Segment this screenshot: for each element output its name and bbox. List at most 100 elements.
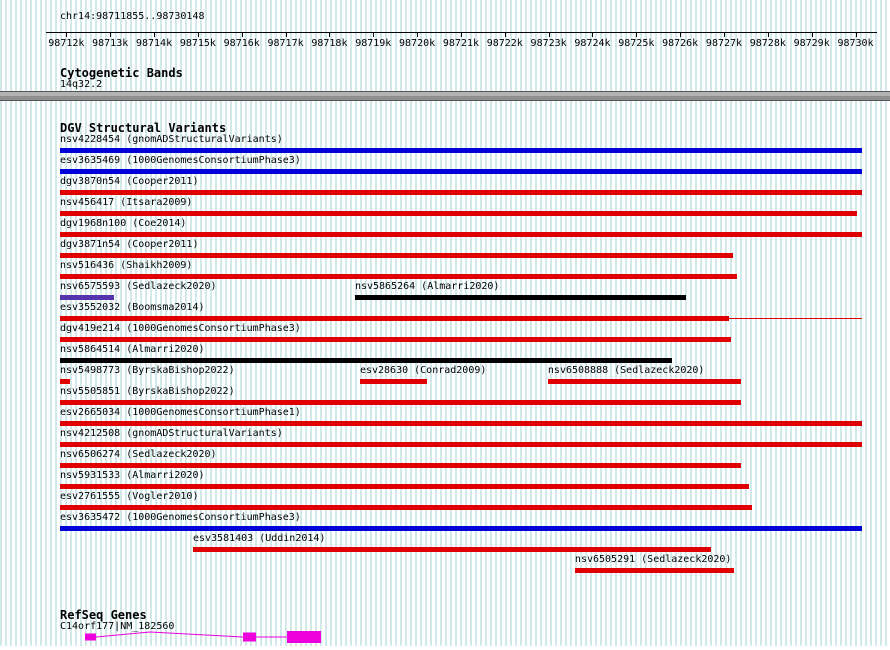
cytoband-name: 14q32.2 xyxy=(60,79,103,90)
ruler-tick-label: 98712k xyxy=(48,38,85,49)
variant-label[interactable]: nsv4212508 (gnomADStructuralVariants) xyxy=(60,428,283,439)
variant-bar[interactable] xyxy=(359,379,427,384)
variant-label[interactable]: nsv6575593 (Sedlazeck2020) xyxy=(60,281,217,292)
variant-bar[interactable] xyxy=(60,463,741,468)
variant-bar[interactable] xyxy=(60,232,862,237)
ruler-tick-label: 98713k xyxy=(92,38,129,49)
variant-bar[interactable] xyxy=(60,148,862,153)
ruler-tick xyxy=(855,33,857,37)
ruler-tick xyxy=(110,33,112,37)
ruler-axis-line xyxy=(46,32,877,33)
variant-bar[interactable] xyxy=(60,190,862,195)
ruler-tick-label: 98725k xyxy=(618,38,655,49)
gene-structure[interactable] xyxy=(0,628,890,650)
ruler-tick-label: 98719k xyxy=(355,38,392,49)
variant-bar[interactable] xyxy=(60,316,729,321)
ruler-tick-label: 98727k xyxy=(705,38,743,49)
ruler-tick-label: 98716k xyxy=(223,38,260,49)
variant-bar[interactable] xyxy=(547,379,741,384)
variant-label[interactable]: dgv419e214 (1000GenomesConsortiumPhase3) xyxy=(60,323,301,334)
ruler-tick-label: 98717k xyxy=(267,38,304,49)
ruler-tick-label: 98720k xyxy=(399,38,436,49)
variant-label[interactable]: esv3635469 (1000GenomesConsortiumPhase3) xyxy=(60,155,301,166)
variant-bar[interactable] xyxy=(60,400,741,405)
gene-exon[interactable] xyxy=(84,633,96,641)
ruler-tick-label: 98724k xyxy=(574,38,611,49)
variant-label[interactable]: esv2761555 (Vogler2010) xyxy=(60,491,199,502)
variant-extension-line xyxy=(728,318,862,319)
ruler-tick-label: 98718k xyxy=(311,38,348,49)
variant-bar[interactable] xyxy=(60,211,857,216)
ruler-tick xyxy=(66,33,68,37)
variant-bar[interactable] xyxy=(60,253,733,258)
region-coordinates: chr14:98711855..98730148 xyxy=(60,11,205,22)
variant-label[interactable]: esv3581403 (Uddin2014) xyxy=(192,533,326,544)
variant-label[interactable]: nsv516436 (Shaikh2009) xyxy=(60,260,193,271)
variant-bar[interactable] xyxy=(60,169,862,174)
gene-intron-line xyxy=(95,631,244,638)
ruler-tick-label: 98714k xyxy=(135,38,173,49)
variant-bar[interactable] xyxy=(60,484,749,489)
variant-label[interactable]: nsv5864514 (Almarri2020) xyxy=(60,344,205,355)
variant-bar[interactable] xyxy=(60,379,70,384)
ruler-tick xyxy=(680,33,682,37)
ruler-tick xyxy=(460,33,462,37)
variant-label[interactable]: nsv4228454 (gnomADStructuralVariants) xyxy=(60,134,283,145)
variant-label[interactable]: esv3552032 (Boomsma2014) xyxy=(60,302,205,313)
variant-label[interactable]: esv28630 (Conrad2009) xyxy=(359,365,487,376)
ruler-tick xyxy=(767,33,769,37)
ruler-tick xyxy=(417,33,419,37)
ruler-tick xyxy=(636,33,638,37)
variant-label[interactable]: nsv456417 (Itsara2009) xyxy=(60,197,193,208)
ruler-tick xyxy=(373,33,375,37)
ruler-tick xyxy=(197,33,199,37)
ruler-tick-label: 98721k xyxy=(442,38,479,49)
variant-bar[interactable] xyxy=(60,337,731,342)
ruler-tick xyxy=(154,33,156,37)
variant-bar[interactable] xyxy=(60,505,752,510)
variant-bar[interactable] xyxy=(354,295,686,300)
variant-label[interactable]: nsv6508888 (Sedlazeck2020) xyxy=(547,365,705,376)
dgv-section-title: DGV Structural Variants xyxy=(60,121,227,135)
variant-bar[interactable] xyxy=(192,547,711,552)
ruler-tick xyxy=(811,33,813,37)
variant-label[interactable]: nsv5505851 (ByrskaBishop2022) xyxy=(60,386,235,397)
gene-name-label[interactable]: C14orf177|NM_182560 xyxy=(60,621,175,632)
ruler-tick-label: 98730k xyxy=(837,38,874,49)
ruler-tick-label: 98723k xyxy=(530,38,567,49)
ruler-tick xyxy=(285,33,287,37)
variant-bar[interactable] xyxy=(60,358,672,363)
variant-bar[interactable] xyxy=(574,568,734,573)
variant-label[interactable]: esv3635472 (1000GenomesConsortiumPhase3) xyxy=(60,512,301,523)
variant-label[interactable]: esv2665034 (1000GenomesConsortiumPhase1) xyxy=(60,407,301,418)
variant-label[interactable]: nsv6505291 (Sedlazeck2020) xyxy=(574,554,732,565)
ruler-tick xyxy=(548,33,550,37)
cytoband-bar[interactable] xyxy=(0,91,890,101)
ruler-tick xyxy=(504,33,506,37)
variant-bar[interactable] xyxy=(60,295,114,300)
ruler-tick-label: 98722k xyxy=(486,38,523,49)
ruler-tick xyxy=(592,33,594,37)
ruler-tick-label: 98728k xyxy=(749,38,786,49)
variant-label[interactable]: nsv6506274 (Sedlazeck2020) xyxy=(60,449,217,460)
variant-label[interactable]: dgv3871n54 (Cooper2011) xyxy=(60,239,199,250)
ruler-tick-label: 98726k xyxy=(662,38,699,49)
variant-bar[interactable] xyxy=(60,421,862,426)
ruler-tick xyxy=(723,33,725,37)
variant-bar[interactable] xyxy=(60,274,737,279)
ruler-tick-label: 98715k xyxy=(179,38,216,49)
variant-label[interactable]: dgv3870n54 (Cooper2011) xyxy=(60,176,199,187)
variant-label[interactable]: nsv5865264 (Almarri2020) xyxy=(354,281,500,292)
gene-exon[interactable] xyxy=(242,632,257,642)
variant-bar[interactable] xyxy=(60,526,862,531)
variant-label[interactable]: nsv5498773 (ByrskaBishop2022) xyxy=(60,365,235,376)
refseq-section-title: RefSeq Genes xyxy=(60,608,147,622)
variant-bar[interactable] xyxy=(60,442,862,447)
gene-exon[interactable] xyxy=(287,631,321,643)
variant-label[interactable]: nsv5931533 (Almarri2020) xyxy=(60,470,205,481)
ruler-tick xyxy=(329,33,331,37)
variant-label[interactable]: dgv1968n100 (Coe2014) xyxy=(60,218,187,229)
ruler-tick-label: 98729k xyxy=(793,38,830,49)
